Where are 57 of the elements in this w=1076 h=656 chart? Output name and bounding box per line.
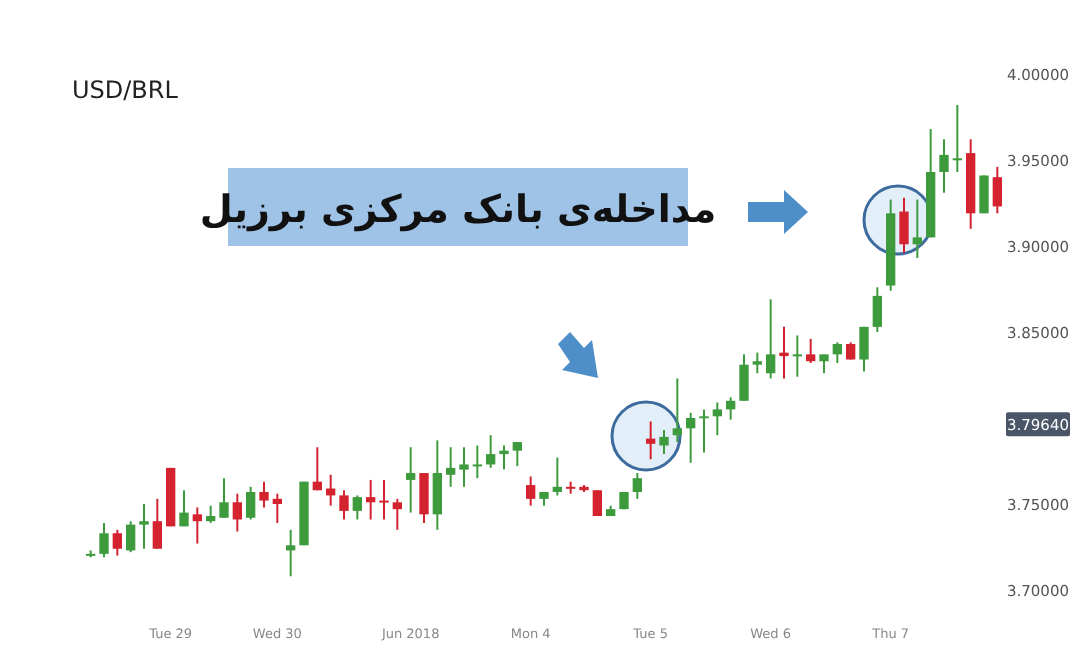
chart-title: USD/BRL: [72, 76, 179, 104]
candlestick: [406, 446, 416, 514]
candlestick: [832, 341, 842, 364]
candlestick: [392, 497, 402, 531]
candlestick: [632, 472, 642, 500]
candlestick: [272, 492, 282, 524]
candlestick: [259, 480, 269, 509]
candlestick: [472, 444, 482, 480]
candlestick: [952, 103, 962, 174]
candlestick: [512, 441, 522, 468]
candlestick: [859, 325, 869, 373]
candlestick: [699, 408, 709, 454]
candlestick: [339, 489, 349, 521]
candlestick: [526, 475, 536, 507]
candlestick: [726, 396, 736, 421]
candlestick: [739, 353, 749, 402]
candlestick: [152, 497, 162, 550]
candlestick: [139, 503, 149, 550]
candlestick: [779, 325, 789, 380]
candlestick: [432, 439, 442, 531]
candlestick: [899, 196, 909, 254]
candlestick: [219, 477, 229, 519]
candlestick: [872, 286, 882, 333]
annotation: مداخله‌ی بانک مرکزی برزیل: [199, 188, 717, 232]
candlestick: [286, 528, 296, 578]
candlestick: [419, 472, 429, 524]
candlestick: [819, 353, 829, 375]
candlestick: [752, 351, 762, 375]
candlestick: [312, 446, 322, 492]
candlestick: [552, 456, 562, 497]
candlestick: [992, 165, 1002, 215]
candlestick: [126, 520, 136, 554]
candlestick: [246, 485, 256, 521]
candlestick: [352, 494, 362, 521]
candlestick: [192, 506, 202, 545]
candlestick: [686, 411, 696, 464]
candlestick: [366, 478, 376, 521]
candlestick: [979, 174, 989, 215]
candlestick: [112, 528, 122, 557]
candlestick: [179, 489, 189, 528]
candlestick: [766, 298, 776, 380]
candlestick: [712, 401, 722, 437]
candlestick: [486, 434, 496, 469]
candlestick: [459, 446, 469, 488]
candlestick: [446, 446, 456, 488]
candlestick: [232, 492, 242, 533]
candlestick: [939, 138, 949, 194]
candlestick: [806, 337, 816, 364]
candlestick: [792, 334, 802, 378]
candlestick: [912, 198, 922, 260]
candlestick: [592, 489, 602, 518]
candlestick: [659, 429, 669, 456]
candlestick: [99, 521, 109, 559]
candlestick: [379, 478, 389, 521]
candlestick: [499, 444, 509, 471]
candlestick: [672, 377, 682, 444]
candlestick: [646, 420, 656, 461]
